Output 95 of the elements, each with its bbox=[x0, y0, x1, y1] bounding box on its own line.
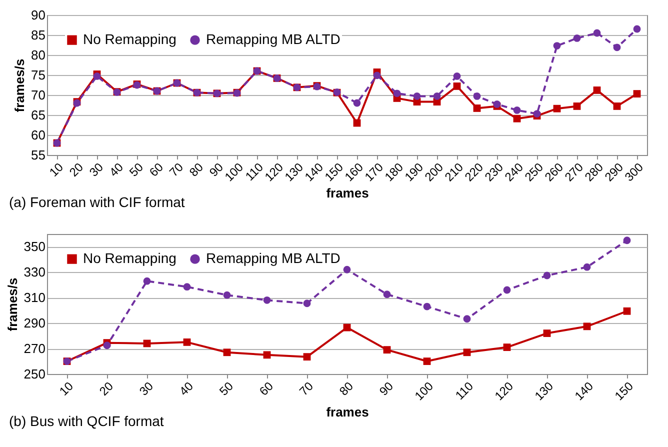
x-tick-label: 60 bbox=[146, 160, 166, 180]
legend-label: No Remapping bbox=[83, 31, 176, 48]
point bbox=[353, 99, 361, 107]
y-tick-label: 60 bbox=[31, 128, 46, 142]
x-tick-label: 50 bbox=[216, 378, 236, 398]
x-tick-label: 20 bbox=[66, 160, 86, 180]
point bbox=[553, 42, 561, 50]
point bbox=[543, 272, 551, 280]
point bbox=[593, 29, 601, 37]
point bbox=[383, 290, 391, 298]
point bbox=[623, 236, 631, 244]
y-tick-label: 85 bbox=[31, 28, 46, 42]
y-tick-label: 250 bbox=[24, 366, 46, 382]
point bbox=[453, 82, 461, 90]
point bbox=[263, 351, 271, 359]
point bbox=[503, 344, 511, 351]
point bbox=[613, 102, 621, 110]
point bbox=[373, 72, 381, 80]
point bbox=[573, 102, 581, 110]
x-tick-label: 20 bbox=[96, 378, 116, 398]
point bbox=[573, 34, 581, 42]
point bbox=[343, 266, 351, 274]
x-tick-label: 50 bbox=[126, 160, 146, 180]
point bbox=[383, 346, 391, 354]
point bbox=[473, 104, 481, 112]
legend-label: No Remapping bbox=[83, 250, 176, 266]
y-tick-label: 330 bbox=[24, 264, 46, 280]
point bbox=[613, 44, 621, 52]
point bbox=[633, 90, 641, 98]
point bbox=[393, 90, 401, 98]
point bbox=[143, 277, 151, 285]
point bbox=[513, 106, 521, 114]
y-tick-label: 55 bbox=[31, 148, 46, 162]
x-tick-label: 90 bbox=[376, 378, 396, 398]
point bbox=[303, 353, 311, 361]
point bbox=[223, 348, 231, 356]
point bbox=[413, 92, 421, 100]
point bbox=[473, 92, 481, 100]
y-tick-label: 90 bbox=[31, 8, 46, 22]
x-tick-label: 70 bbox=[166, 160, 186, 180]
legend-label: Remapping MB ALTD bbox=[206, 31, 340, 48]
point bbox=[593, 86, 601, 94]
x-tick-label: 30 bbox=[86, 160, 106, 180]
y-tick-label: 80 bbox=[31, 48, 46, 62]
point bbox=[143, 340, 151, 348]
point bbox=[513, 114, 521, 122]
x-tick-label: 40 bbox=[106, 160, 126, 180]
point bbox=[433, 92, 441, 100]
x-tick-label: 140 bbox=[572, 378, 596, 404]
point bbox=[553, 104, 561, 112]
y-axis-title: frames/s bbox=[4, 278, 20, 332]
point bbox=[183, 338, 191, 346]
x-tick-label: 110 bbox=[452, 378, 476, 403]
x-tick-label: 80 bbox=[186, 160, 206, 180]
x-tick-label: 130 bbox=[532, 378, 556, 404]
point bbox=[303, 300, 311, 308]
y-tick-label: 350 bbox=[24, 239, 46, 254]
point bbox=[423, 358, 431, 365]
y-tick-label: 65 bbox=[31, 108, 46, 122]
x-tick-label: 120 bbox=[492, 378, 516, 404]
y-tick-label: 75 bbox=[31, 68, 46, 82]
point bbox=[503, 286, 511, 294]
x-tick-label: 100 bbox=[412, 378, 436, 404]
point bbox=[423, 302, 431, 310]
text: (a) Foreman with CIF format bbox=[9, 194, 185, 210]
x-tick-label: 40 bbox=[176, 378, 196, 398]
point bbox=[263, 296, 271, 304]
x-axis-title: frames bbox=[326, 185, 369, 200]
x-tick-label: 60 bbox=[256, 378, 276, 398]
x-tick-label: 10 bbox=[46, 160, 66, 180]
x-tick-label: 70 bbox=[296, 378, 316, 398]
text: (b) Bus with QCIF format bbox=[9, 413, 164, 429]
point bbox=[453, 72, 461, 80]
legend-label: Remapping MB ALTD bbox=[206, 250, 340, 266]
point bbox=[463, 315, 471, 323]
point bbox=[463, 348, 471, 356]
y-tick-label: 290 bbox=[24, 316, 46, 331]
x-tick-label: 150 bbox=[612, 378, 636, 404]
point bbox=[103, 342, 111, 350]
point bbox=[343, 324, 351, 332]
point bbox=[583, 263, 591, 271]
point bbox=[583, 322, 591, 330]
point bbox=[543, 330, 551, 337]
x-tick-label: 30 bbox=[136, 378, 156, 398]
y-tick-label: 270 bbox=[24, 341, 46, 356]
point bbox=[623, 307, 631, 315]
point bbox=[223, 291, 231, 299]
y-tick-label: 310 bbox=[24, 290, 46, 306]
x-tick-label: 10 bbox=[56, 378, 76, 398]
x-axis-title: frames bbox=[326, 404, 369, 420]
point bbox=[183, 283, 191, 291]
point bbox=[633, 25, 641, 33]
x-tick-label: 80 bbox=[336, 378, 356, 398]
y-axis-title: frames/s bbox=[12, 58, 28, 112]
y-tick-label: 70 bbox=[31, 88, 46, 102]
